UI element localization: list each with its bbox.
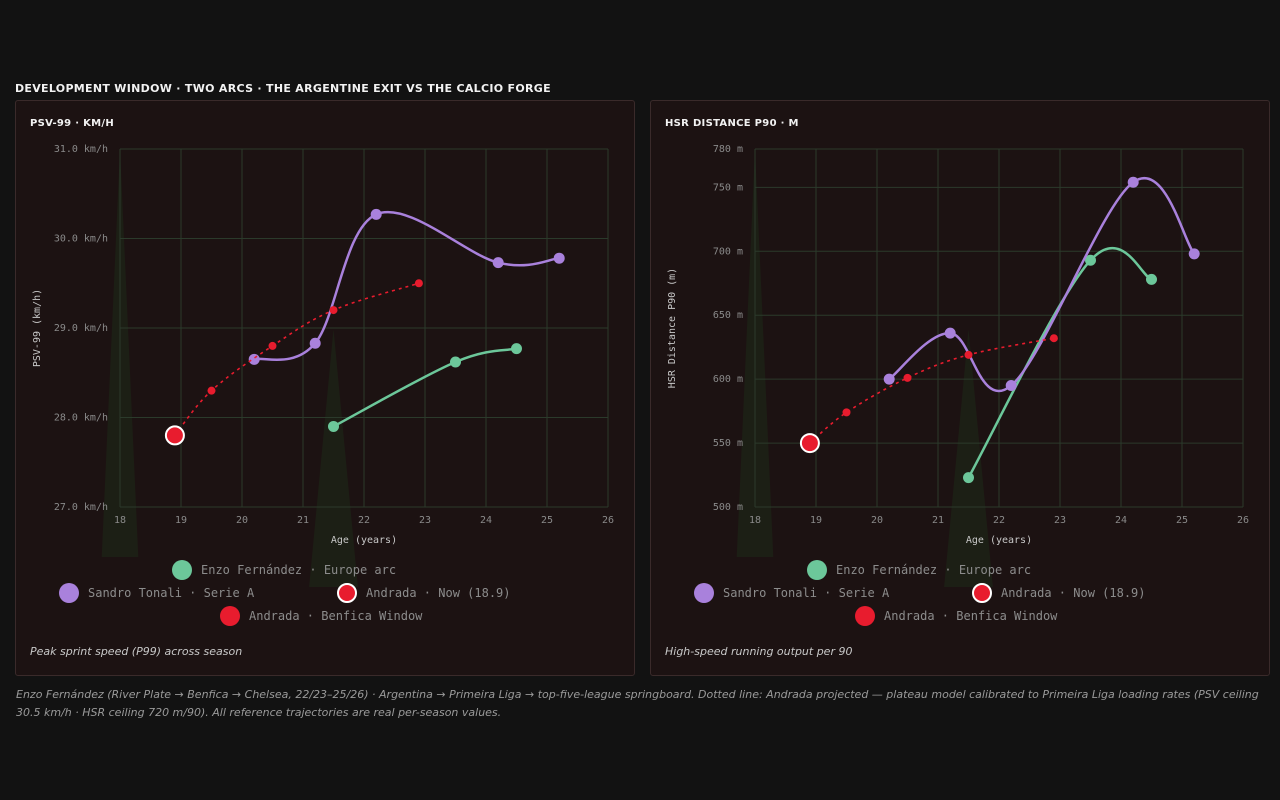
x-tick-label: 22: [993, 515, 1005, 526]
legend-label: Sandro Tonali · Serie A: [88, 586, 255, 600]
data-point: [1127, 176, 1139, 188]
projection-point: [329, 306, 338, 315]
data-point: [248, 353, 260, 365]
series-line: [967, 246, 1153, 479]
y-tick-label: 500 m: [713, 502, 743, 513]
data-point: [309, 337, 321, 349]
x-tick-label: 23: [419, 515, 431, 526]
x-tick-label: 21: [932, 515, 944, 526]
legend-label: Andrada · Now (18.9): [366, 586, 511, 600]
y-tick-label: 780 m: [713, 144, 743, 155]
data-point: [370, 208, 382, 220]
y-tick-label: 650 m: [713, 310, 743, 321]
x-tick-label: 19: [810, 515, 822, 526]
psv-chart: 18 19 20 21 22 23 24 25 26 27.0 km/h 28.0 km/h 29.0…: [32, 144, 614, 626]
legend-marker: [220, 606, 240, 626]
projection-point: [268, 341, 277, 350]
x-tick-label: 24: [1115, 515, 1127, 526]
x-tick-label: 26: [1237, 515, 1249, 526]
y-tick-label: 750 m: [713, 182, 743, 193]
psv-chart-panel: PSV-99 · KM/H 18 19 20 21 22 23 24 25 26 27.0 km/…: [15, 100, 635, 676]
y-tick-label: 27.0 km/h: [54, 502, 108, 513]
page-title: DEVELOPMENT WINDOW · TWO ARCS · THE ARGE…: [15, 82, 551, 95]
data-point: [492, 257, 504, 269]
x-tick-label: 20: [236, 515, 248, 526]
data-point: [1005, 380, 1017, 392]
x-tick-label: 25: [1176, 515, 1188, 526]
data-point: [450, 356, 461, 368]
projection-point: [414, 279, 423, 288]
x-tick-label: 26: [602, 515, 614, 526]
legend-label: Andrada · Benfica Window: [249, 609, 423, 623]
x-tick-label: 18: [749, 515, 761, 526]
projection-line: [174, 282, 420, 436]
legend-label: Enzo Fernández · Europe arc: [836, 563, 1031, 577]
y-tick-label: 550 m: [713, 438, 743, 449]
legend-label: Sandro Tonali · Serie A: [723, 586, 890, 600]
data-point: [328, 420, 339, 432]
legend: Enzo Fernández · Europe arc Sandro Tonali…: [694, 560, 1146, 626]
background-shading: [736, 149, 993, 587]
psv-chart-title: PSV-99 · KM/H: [30, 118, 114, 129]
projection-line: [809, 337, 1055, 444]
data-point: [1146, 273, 1157, 285]
footnote: Enzo Fernández (River Plate → Benfica → …: [16, 688, 1259, 719]
shading-shape: [309, 329, 358, 587]
legend-label: Andrada · Now (18.9): [1001, 586, 1146, 600]
legend-label: Enzo Fernández · Europe arc: [201, 563, 396, 577]
projection-point: [207, 386, 216, 395]
x-tick-label: 19: [175, 515, 187, 526]
psv-chart-caption: Peak sprint speed (P99) across season: [30, 645, 243, 658]
x-tick-label: 23: [1054, 515, 1066, 526]
x-axis-label: Age (years): [966, 535, 1032, 546]
x-tick-label: 25: [541, 515, 553, 526]
hsr-chart-panel: HSR DISTANCE P90 · M 18 19 20 21 22 23 24 25 26 5…: [650, 100, 1270, 676]
x-axis-label: Age (years): [331, 535, 397, 546]
data-point: [511, 343, 522, 355]
x-tick-label: 24: [480, 515, 492, 526]
series-line: [888, 177, 1196, 393]
data-point: [944, 327, 956, 339]
y-tick-label: 700 m: [713, 246, 743, 257]
y-tick-label: 29.0 km/h: [54, 323, 108, 334]
data-point: [553, 252, 565, 264]
data-point: [1188, 248, 1200, 260]
hsr-chart-caption: High-speed running output per 90: [665, 645, 853, 658]
y-tick-label: 31.0 km/h: [54, 144, 108, 155]
y-tick-label: 28.0 km/h: [54, 413, 108, 424]
y-axis-label: HSR Distance P90 (m): [667, 268, 678, 388]
x-tick-label: 21: [297, 515, 309, 526]
legend-marker: [855, 606, 875, 626]
legend-marker: [972, 583, 992, 603]
grid: [119, 148, 609, 508]
legend-marker: [172, 560, 192, 580]
shading-shape: [944, 329, 993, 587]
background-shading: [101, 149, 358, 587]
series-line: [253, 211, 560, 362]
x-tick-label: 20: [871, 515, 883, 526]
legend-marker: [59, 583, 79, 603]
projection-point: [842, 408, 851, 417]
y-tick-label: 600 m: [713, 374, 743, 385]
y-tick-label: 30.0 km/h: [54, 234, 108, 245]
projection-point: [964, 350, 973, 359]
y-axis-label: PSV-99 (km/h): [32, 289, 43, 367]
legend-label: Andrada · Benfica Window: [884, 609, 1058, 623]
x-tick-label: 18: [114, 515, 126, 526]
current-marker: [799, 433, 820, 454]
hsr-chart-title: HSR DISTANCE P90 · M: [665, 118, 799, 129]
grid: [754, 148, 1244, 508]
data-point: [883, 373, 895, 385]
legend-marker: [337, 583, 357, 603]
projection-point: [1049, 334, 1058, 343]
hsr-chart: 18 19 20 21 22 23 24 25 26 500 m 550 m 600 m 650 m 70…: [667, 144, 1249, 626]
legend: Enzo Fernández · Europe arc Sandro Tonali…: [59, 560, 511, 626]
data-point: [963, 472, 974, 484]
data-point: [1085, 254, 1096, 266]
projection-point: [903, 373, 912, 382]
current-marker: [164, 425, 185, 446]
legend-marker: [807, 560, 827, 580]
legend-marker: [694, 583, 714, 603]
x-tick-label: 22: [358, 515, 370, 526]
